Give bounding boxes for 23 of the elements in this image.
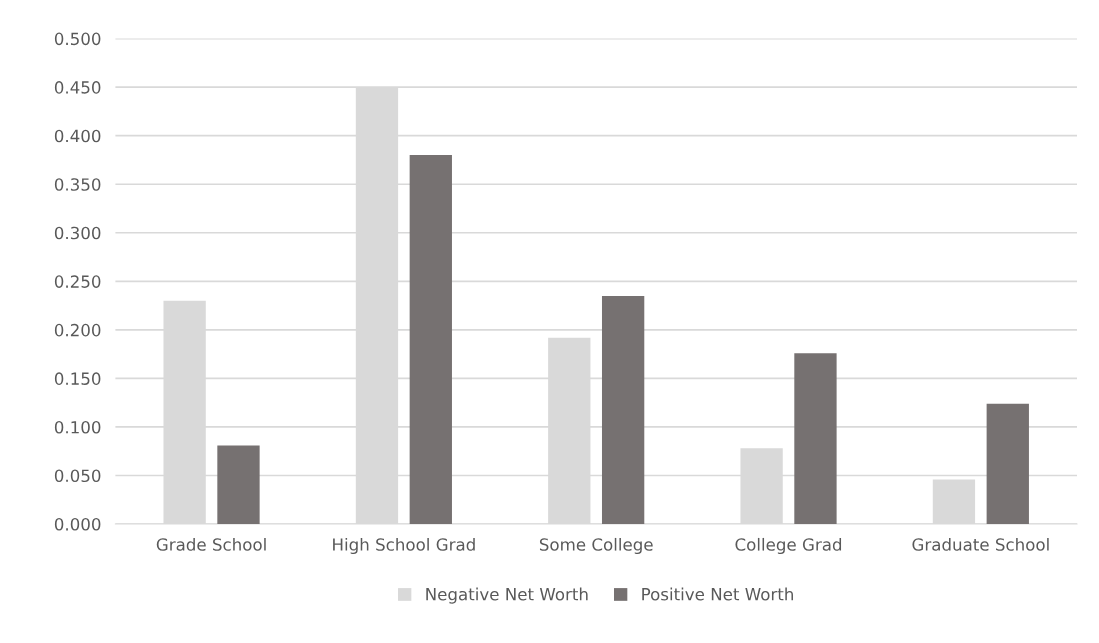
y-tick-label: 0.500: [54, 32, 101, 46]
x-tick-label: Some College: [539, 537, 653, 555]
bar: [601, 295, 645, 525]
bar: [409, 155, 452, 525]
bar: [217, 445, 260, 525]
y-tick-label: 0.350: [54, 178, 101, 191]
y-tick-label: 0.250: [54, 275, 101, 288]
y-tick-label: 0.200: [54, 323, 101, 337]
legend-label: Negative Net Worth: [426, 587, 588, 604]
bar: [986, 403, 1029, 525]
x-tick-label: Graduate School: [912, 537, 1049, 551]
legend-label: Positive Net Worth: [642, 587, 793, 601]
y-tick-label: 0.400: [54, 129, 101, 143]
bar: [794, 353, 837, 525]
x-tick-label: High School Grad: [333, 537, 475, 555]
y-tick-label: 0.100: [54, 420, 101, 434]
y-tick-label: 0.150: [54, 372, 101, 385]
y-tick-label: 0.050: [54, 469, 101, 483]
x-tick-label: Grade School: [156, 537, 266, 551]
y-tick-label: 0.450: [54, 81, 101, 94]
x-tick-label: College Grad: [735, 537, 842, 555]
y-tick-label: 0.300: [54, 226, 101, 240]
y-tick-label: 0.000: [54, 518, 101, 531]
